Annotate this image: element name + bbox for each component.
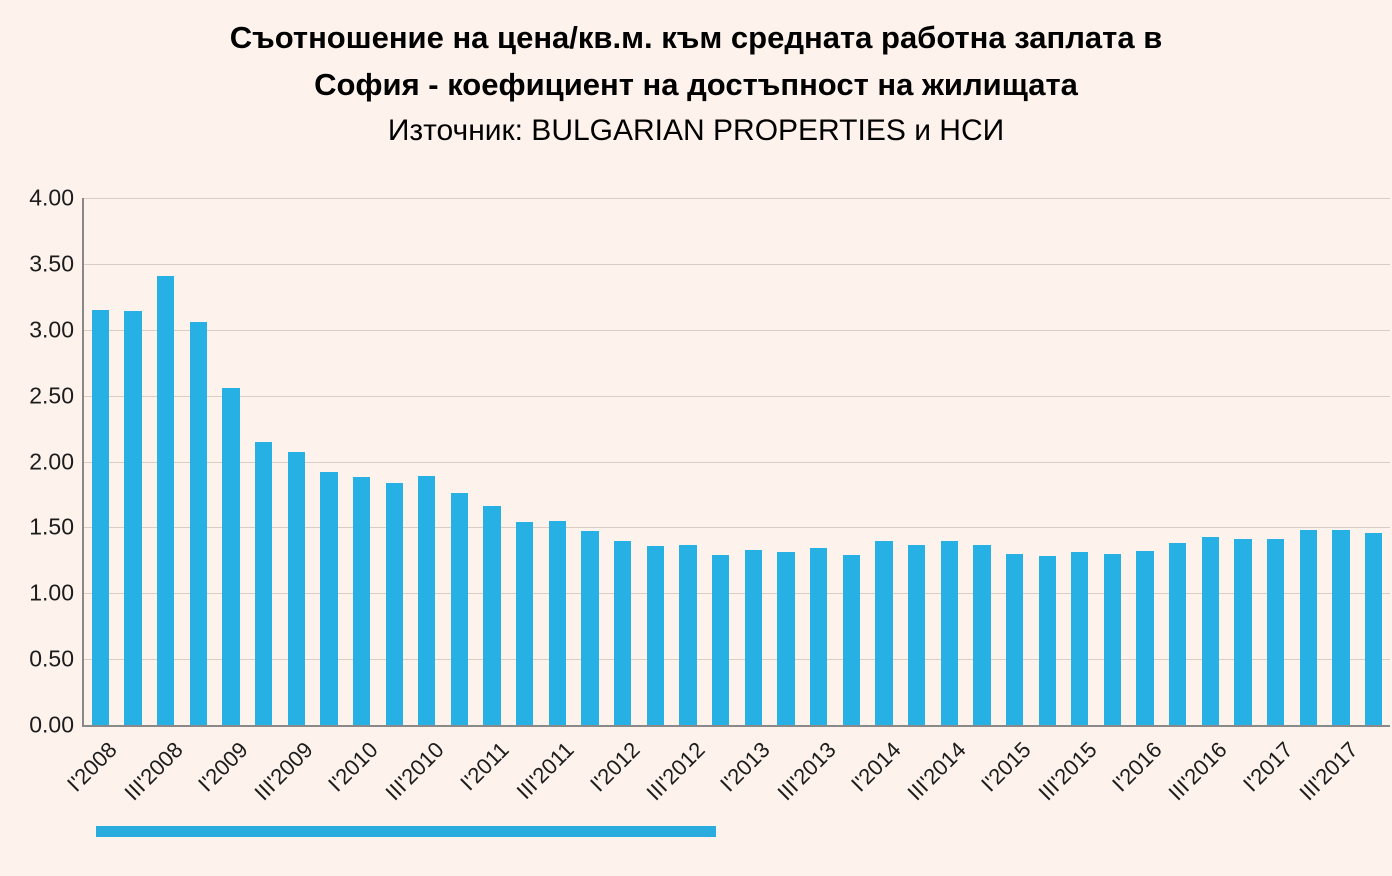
bar-IV'2011: [581, 531, 599, 725]
bar-I'2009: [222, 387, 240, 725]
bar-II'2016: [1169, 543, 1187, 725]
bar-IV'2016: [1234, 539, 1252, 725]
bar-I'2017: [1267, 539, 1285, 725]
gridline: [84, 461, 1390, 463]
bar-II'2009: [254, 441, 273, 725]
y-axis-tick-label: 2.00: [29, 448, 74, 474]
bar-III'2008: [156, 275, 175, 725]
gridline: [84, 593, 1390, 595]
bar-IV'2017: [1365, 532, 1383, 725]
bar-III'2014: [940, 540, 958, 725]
chart-page: { "title": { "line1": "Съотношение на це…: [0, 14, 1392, 837]
y-axis-tick-label: 2.50: [29, 382, 74, 409]
y-axis-tick-label: 4.00: [29, 184, 74, 211]
bar-IV'2008: [189, 321, 207, 725]
bar-II'2017: [1299, 530, 1318, 725]
bar-II'2011: [516, 522, 534, 725]
horizontal-scrollbar-thumb[interactable]: [96, 826, 716, 837]
bar-I'2015: [1005, 553, 1024, 725]
gridline: [84, 527, 1390, 529]
bar-III'2012: [679, 544, 697, 725]
bar-III'2011: [548, 520, 567, 725]
chart-title-block: Съотношение на цена/кв.м. към средната р…: [0, 14, 1392, 154]
gridline: [84, 659, 1390, 661]
bar-I'2012: [614, 540, 632, 725]
bar-I'2014: [875, 540, 893, 725]
bar-IV'2015: [1103, 553, 1122, 725]
bar-I'2010: [352, 477, 371, 725]
y-axis-tick-label: 1.00: [29, 579, 74, 606]
gridline: [84, 198, 1390, 199]
bar-IV'2013: [842, 555, 860, 725]
chart-title-line2: София - коефициент на достъпност на жили…: [314, 67, 1078, 102]
bar-III'2016: [1201, 536, 1220, 725]
gridline: [84, 395, 1390, 397]
bar-IV'2014: [973, 544, 991, 725]
chart-title-line1: Съотношение на цена/кв.м. към средната р…: [229, 20, 1163, 55]
bar-I'2008: [91, 310, 109, 725]
bar-III'2010: [418, 476, 436, 725]
bar-II'2010: [385, 482, 403, 725]
bar-III'2015: [1071, 552, 1089, 725]
bar-I'2013: [744, 549, 762, 725]
y-axis-tick-label: 0.50: [29, 645, 74, 672]
bar-II'2013: [777, 552, 795, 725]
bar-I'2011: [483, 506, 501, 725]
gridline: [84, 263, 1390, 265]
bar-III'2009: [287, 452, 305, 725]
y-axis-tick-label: 0.00: [29, 711, 74, 738]
bar-II'2014: [907, 544, 926, 725]
bar-III'2017: [1332, 530, 1350, 725]
bar-II'2012: [646, 545, 665, 725]
bar-II'2015: [1038, 556, 1056, 725]
bar-IV'2012: [712, 555, 730, 725]
gridline: [84, 329, 1390, 331]
bar-IV'2010: [450, 493, 469, 725]
bar-IV'2009: [320, 472, 338, 725]
bar-I'2016: [1136, 551, 1154, 725]
chart-source-line: Източник: BULGARIAN PROPERTIES и НСИ: [387, 114, 1005, 147]
bar-III'2013: [809, 548, 828, 725]
bar-II'2008: [124, 311, 142, 725]
plot-area: 4.00 3.50 3.00 2.50 2.00 1.50 1.00 0.50 0.00 I'20…: [29, 185, 1390, 805]
y-axis-tick-label: 1.50: [29, 513, 74, 540]
y-axis-tick-label: 3.00: [29, 316, 74, 343]
y-axis-tick-label: 3.50: [29, 250, 74, 277]
